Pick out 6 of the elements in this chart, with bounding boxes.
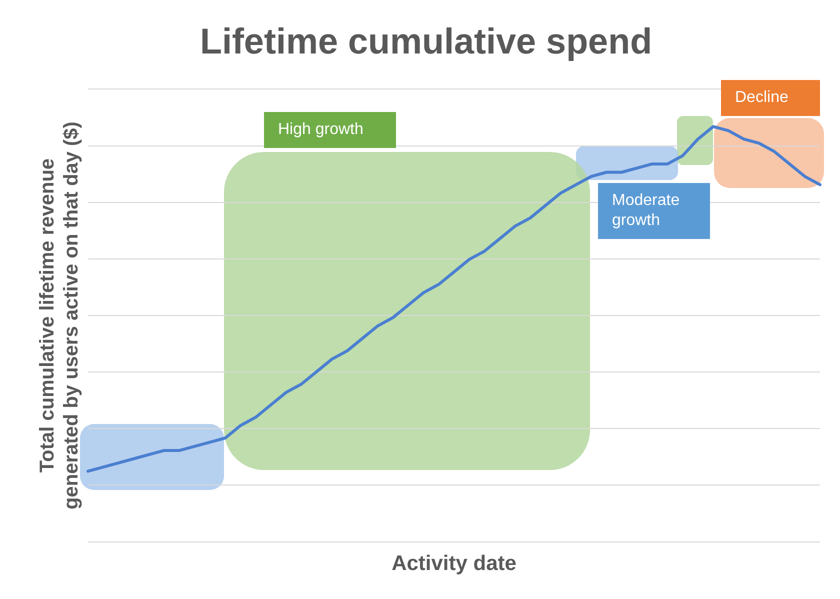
- text: Decline: [721, 80, 820, 116]
- annotation: High growth: [264, 112, 396, 148]
- annotation: Moderate growth: [598, 183, 710, 239]
- x-axis-title: Activity date: [392, 552, 516, 576]
- y-axis-title: Total cumulative lifetime revenue generated by users active on that day ($): [36, 122, 83, 510]
- chart-title: Lifetime cumulative spend: [200, 20, 652, 62]
